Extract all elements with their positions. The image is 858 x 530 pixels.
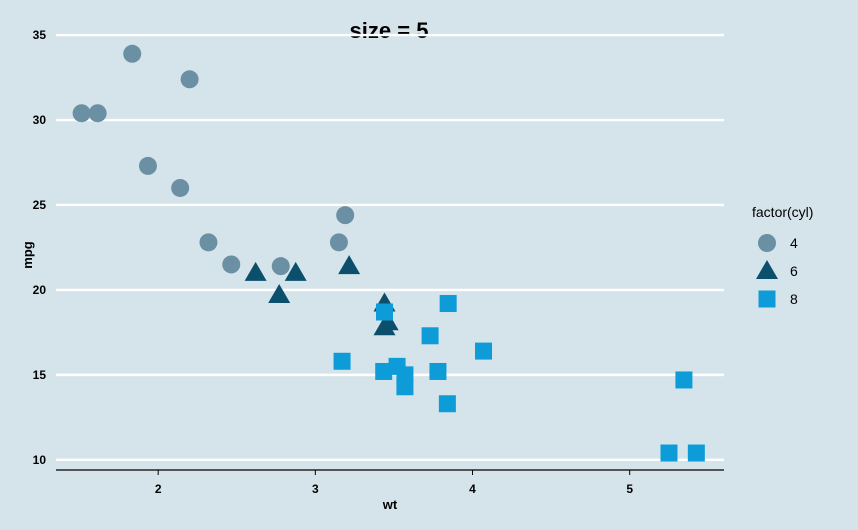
data-point-cyl-8: [438, 395, 456, 413]
legend-key-8: [758, 290, 776, 308]
y-tick-label: 30: [33, 113, 47, 127]
data-point-cyl-8: [687, 444, 705, 462]
data-point-cyl-8: [333, 352, 351, 370]
y-tick-label: 15: [33, 368, 47, 382]
legend-key-6: [756, 260, 778, 279]
y-tick-label: 35: [33, 28, 47, 42]
data-point-cyl-6: [284, 261, 307, 281]
data-point-cyl-8: [375, 303, 393, 321]
data-point-cyl-4: [72, 104, 91, 123]
x-tick-label: 3: [312, 482, 319, 496]
data-point-cyl-4: [180, 70, 199, 89]
x-axis-label: wt: [382, 497, 398, 512]
legend-label-4: 4: [790, 235, 798, 251]
data-point-cyl-4: [329, 233, 348, 252]
chart-title: size = 5: [350, 18, 429, 43]
data-point-cyl-6: [244, 261, 267, 281]
data-point-cyl-6: [373, 316, 396, 336]
data-point-cyl-4: [171, 178, 190, 197]
x-tick-label: 2: [155, 482, 162, 496]
grid: [56, 33, 724, 462]
plot-points: [72, 44, 705, 462]
data-point-cyl-8: [375, 362, 393, 380]
legend: factor(cyl) 4 6 8: [752, 204, 813, 308]
data-point-cyl-4: [123, 44, 142, 63]
data-point-cyl-4: [222, 255, 241, 274]
data-point-cyl-8: [421, 327, 439, 345]
x-tick-label: 5: [626, 482, 633, 496]
data-point-cyl-4: [138, 156, 157, 175]
data-point-cyl-8: [429, 362, 447, 380]
data-point-cyl-4: [199, 233, 218, 252]
legend-title: factor(cyl): [752, 204, 813, 220]
legend-label-8: 8: [790, 291, 798, 307]
x-tick-label: 4: [469, 482, 476, 496]
data-point-cyl-4: [336, 206, 355, 225]
y-tick-label: 20: [33, 283, 47, 297]
data-point-cyl-6: [338, 255, 361, 275]
data-point-cyl-4: [271, 257, 290, 276]
data-point-cyl-8: [475, 342, 493, 360]
data-point-cyl-8: [675, 371, 693, 389]
y-tick-label: 25: [33, 198, 47, 212]
data-point-cyl-8: [396, 366, 414, 384]
y-axis-label: mpg: [20, 241, 35, 269]
axis-ticks: 10 15 20 25 30 35 2 3 4 5: [33, 28, 634, 496]
data-point-cyl-8: [660, 444, 678, 462]
data-point-cyl-6: [268, 284, 291, 304]
legend-key-4: [758, 234, 776, 252]
data-point-cyl-4: [88, 104, 107, 123]
legend-label-6: 6: [790, 263, 798, 279]
data-point-cyl-8: [439, 295, 457, 313]
y-tick-label: 10: [33, 453, 47, 467]
